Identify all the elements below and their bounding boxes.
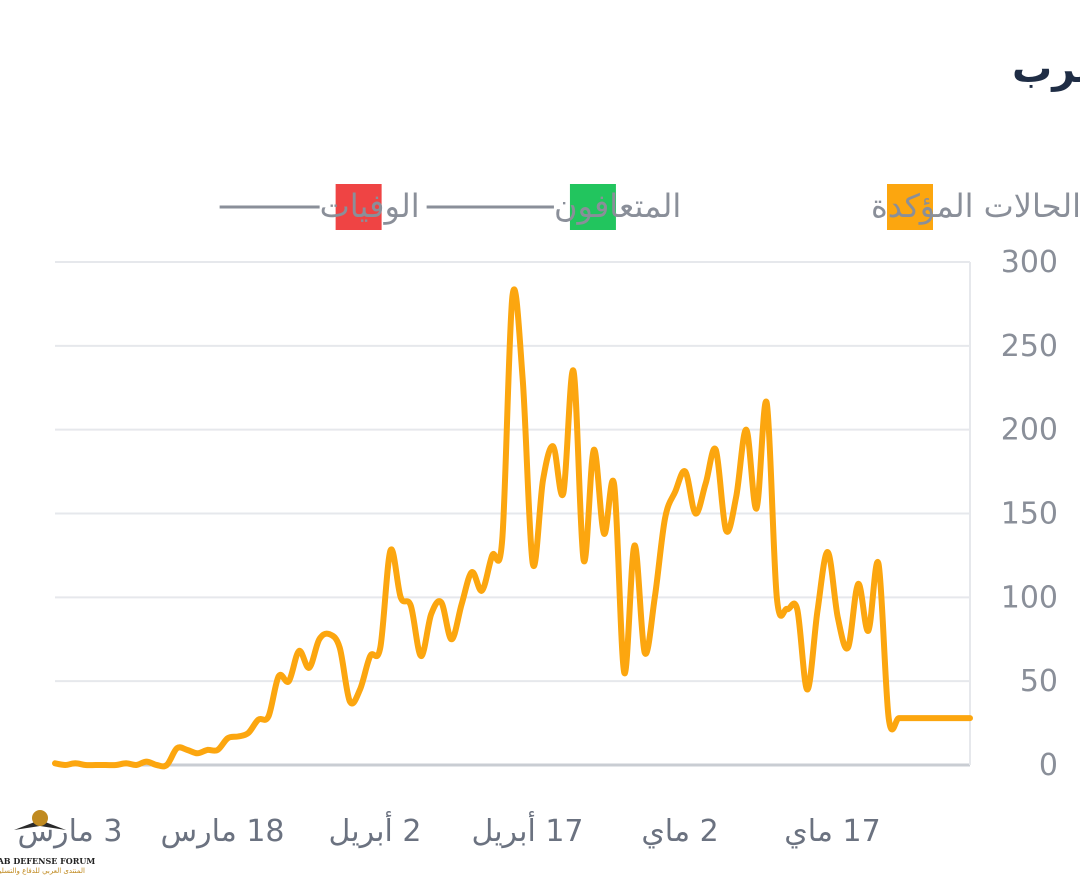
legend-swatch — [569, 184, 616, 230]
legend-label: المتعافون — [554, 187, 681, 225]
legend-label: الحالات المؤكدة — [871, 187, 1080, 225]
x-axis-ticks: 3 مارس 18 مارس 2 أبريل 17 أبريل 2 ماي 17 ماي — [18, 810, 881, 849]
series-group — [52, 286, 973, 770]
watermark-subtitle: المنتدى العربي للدفاع والتسليح — [0, 867, 85, 875]
y-axis-ticks: 0 50 100 150 200 250 300 — [1001, 245, 1058, 783]
legend-item[interactable]: الوفيات — [219, 184, 420, 230]
x-tick-label: 18 مارس — [160, 814, 284, 849]
y-tick-label: 50 — [1020, 664, 1058, 699]
y-tick-label: 100 — [1001, 580, 1058, 615]
y-tick-label: 250 — [1001, 329, 1058, 364]
series-line-confirmed — [52, 286, 973, 770]
x-tick-label: 2 ماي — [641, 814, 718, 849]
y-tick-label: 200 — [1001, 413, 1058, 448]
watermark-circle-icon — [32, 810, 48, 826]
y-tick-label: 150 — [1001, 497, 1058, 532]
legend-item[interactable]: الحالات المؤكدة — [871, 184, 1080, 230]
watermark-logo: ARAB DEFENSE FORUM المنتدى العربي للدفاع… — [0, 810, 95, 875]
legend-swatch — [335, 184, 382, 230]
chart-title: مبيان تطور فيروس كورونا في المغرب — [1012, 46, 1080, 92]
watermark-title: ARAB DEFENSE FORUM — [0, 856, 95, 866]
x-tick-label: 17 أبريل — [471, 810, 583, 849]
y-tick-label: 300 — [1001, 245, 1058, 280]
x-tick-label: 17 ماي — [784, 814, 880, 849]
x-tick-label: 2 أبريل — [329, 810, 422, 849]
legend-swatch — [887, 184, 933, 230]
legend: الحالات المؤكدة المتعافون الوفيات — [219, 184, 1080, 230]
legend-label: الوفيات — [320, 187, 420, 225]
y-tick-label: 0 — [1039, 748, 1058, 783]
legend-item[interactable]: المتعافون — [426, 184, 682, 230]
